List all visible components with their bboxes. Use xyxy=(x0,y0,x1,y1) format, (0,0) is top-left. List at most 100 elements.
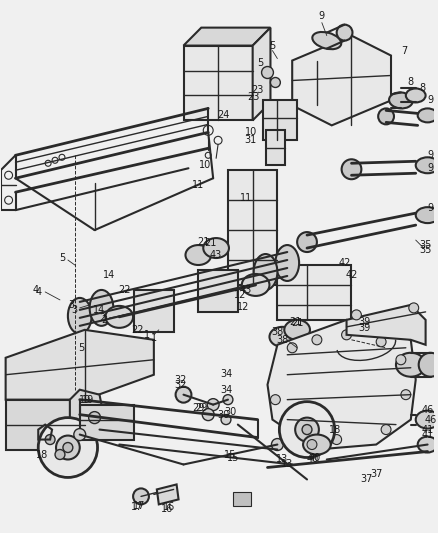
Text: 1: 1 xyxy=(151,333,157,343)
Circle shape xyxy=(381,425,391,434)
Text: 16: 16 xyxy=(161,504,173,514)
Text: 10: 10 xyxy=(199,160,212,170)
Text: 19: 19 xyxy=(78,394,91,405)
Text: 3: 3 xyxy=(69,300,75,310)
Circle shape xyxy=(272,439,283,450)
Text: 1: 1 xyxy=(144,330,150,340)
Circle shape xyxy=(409,303,419,313)
Text: 4: 4 xyxy=(35,287,41,297)
Ellipse shape xyxy=(418,108,438,123)
Polygon shape xyxy=(292,36,391,125)
Ellipse shape xyxy=(90,290,113,326)
Ellipse shape xyxy=(269,327,295,347)
Text: 37: 37 xyxy=(360,474,372,484)
Circle shape xyxy=(295,417,319,441)
Text: 4: 4 xyxy=(32,285,39,295)
Text: 8: 8 xyxy=(420,84,426,93)
Text: 18: 18 xyxy=(328,425,341,434)
Circle shape xyxy=(287,343,297,353)
Circle shape xyxy=(270,77,280,87)
Text: 43: 43 xyxy=(210,250,222,260)
Bar xyxy=(277,265,351,320)
Polygon shape xyxy=(253,28,270,120)
Text: 2: 2 xyxy=(101,315,108,325)
Text: 32: 32 xyxy=(174,379,187,390)
Circle shape xyxy=(342,330,351,340)
Ellipse shape xyxy=(418,437,438,453)
Circle shape xyxy=(202,409,214,421)
Circle shape xyxy=(74,429,86,441)
Text: 43: 43 xyxy=(240,285,252,295)
Text: 11: 11 xyxy=(192,180,205,190)
Circle shape xyxy=(401,390,411,400)
Ellipse shape xyxy=(254,254,277,290)
Text: 37: 37 xyxy=(370,470,382,480)
Polygon shape xyxy=(346,305,426,345)
Circle shape xyxy=(270,394,280,405)
Bar xyxy=(262,100,297,140)
Text: 23: 23 xyxy=(247,92,260,102)
Ellipse shape xyxy=(242,274,269,296)
Polygon shape xyxy=(157,484,179,504)
Circle shape xyxy=(396,355,406,365)
Text: 19: 19 xyxy=(81,394,94,405)
Ellipse shape xyxy=(389,92,413,108)
Text: 5: 5 xyxy=(269,41,276,51)
Text: 34: 34 xyxy=(220,369,232,379)
Ellipse shape xyxy=(106,306,133,328)
Text: 32: 32 xyxy=(174,375,187,385)
Ellipse shape xyxy=(378,108,394,124)
Text: 21: 21 xyxy=(291,318,304,328)
Text: 16: 16 xyxy=(162,503,175,512)
Text: 39: 39 xyxy=(358,323,371,333)
Text: 9: 9 xyxy=(427,163,434,173)
Text: 17: 17 xyxy=(131,503,143,512)
Text: 3: 3 xyxy=(72,305,78,315)
Text: 21: 21 xyxy=(289,317,301,327)
Bar xyxy=(134,290,173,332)
Text: 14: 14 xyxy=(103,270,116,280)
Ellipse shape xyxy=(416,157,438,173)
Text: 24: 24 xyxy=(217,110,229,120)
Text: 42: 42 xyxy=(339,258,351,268)
Ellipse shape xyxy=(303,434,331,455)
Text: 10: 10 xyxy=(244,127,257,138)
Circle shape xyxy=(55,449,65,459)
Polygon shape xyxy=(70,390,104,430)
Text: 5: 5 xyxy=(59,253,65,263)
Text: 46: 46 xyxy=(424,415,437,425)
Ellipse shape xyxy=(203,238,229,258)
Circle shape xyxy=(45,434,55,445)
Text: 13: 13 xyxy=(276,455,289,464)
Text: 12: 12 xyxy=(237,302,249,312)
Circle shape xyxy=(38,417,98,478)
Circle shape xyxy=(332,434,342,445)
Text: 42: 42 xyxy=(345,270,358,280)
Ellipse shape xyxy=(396,353,426,377)
Text: 38: 38 xyxy=(271,327,283,337)
Text: 9: 9 xyxy=(427,150,434,160)
Text: 40: 40 xyxy=(307,455,319,464)
Text: 34: 34 xyxy=(220,385,232,394)
Ellipse shape xyxy=(416,410,438,429)
Circle shape xyxy=(133,488,149,504)
Circle shape xyxy=(223,394,233,405)
Text: 29: 29 xyxy=(195,402,208,413)
Circle shape xyxy=(221,415,231,425)
Text: 8: 8 xyxy=(408,77,414,87)
Text: 14: 14 xyxy=(93,305,106,315)
Circle shape xyxy=(351,310,361,320)
Text: 22: 22 xyxy=(118,285,131,295)
Ellipse shape xyxy=(68,298,92,334)
Text: 23: 23 xyxy=(251,85,264,95)
Ellipse shape xyxy=(419,353,438,377)
Text: 35: 35 xyxy=(420,245,432,255)
Polygon shape xyxy=(184,28,270,46)
Text: 21: 21 xyxy=(204,238,216,248)
Text: 15: 15 xyxy=(227,453,239,463)
Circle shape xyxy=(302,425,312,434)
Polygon shape xyxy=(6,400,85,449)
Text: 13: 13 xyxy=(281,459,293,470)
Circle shape xyxy=(312,335,322,345)
Ellipse shape xyxy=(185,245,211,265)
